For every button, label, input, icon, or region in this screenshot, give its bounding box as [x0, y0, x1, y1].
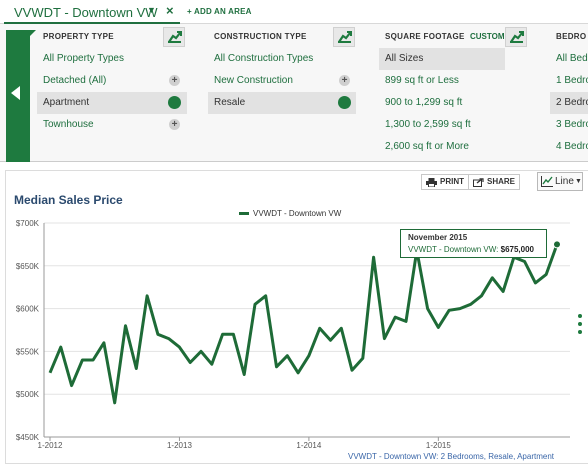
- y-tick-label: $650K: [16, 262, 40, 271]
- filter-option-bedrooms[interactable]: 3 Bedro: [550, 114, 588, 136]
- filter-option-property-type[interactable]: Townhouse: [37, 114, 187, 136]
- share-label: SHARE: [487, 177, 516, 186]
- more-options-icon[interactable]: [578, 314, 582, 338]
- plus-icon[interactable]: +: [169, 75, 180, 86]
- filter-option-label: All Sizes: [385, 53, 424, 64]
- x-tick-label: 1-2015: [426, 441, 451, 450]
- filter-option-label: 1,300 to 2,599 sq ft: [385, 119, 471, 130]
- bedrooms-heading: BEDRO: [556, 32, 587, 41]
- print-button[interactable]: PRINT: [421, 174, 469, 190]
- legend-label: VVWDT - Downtown VW: [253, 209, 342, 218]
- data-point: [553, 240, 561, 249]
- close-icon[interactable]: ×: [166, 3, 174, 18]
- filter-option-bedrooms[interactable]: All Bedro: [550, 48, 588, 70]
- filter-option-label: 2 Bedro: [556, 97, 588, 108]
- tooltip-title: November 2015: [408, 233, 468, 242]
- filter-option-label: Townhouse: [43, 119, 94, 130]
- chart-title: Median Sales Price: [14, 193, 123, 207]
- selected-dot-icon[interactable]: [168, 96, 181, 109]
- filter-option-square-footage[interactable]: 2,600 sq ft or More: [379, 136, 505, 158]
- filter-option-property-type[interactable]: Apartment: [37, 92, 187, 114]
- filter-option-square-footage[interactable]: 899 sq ft or Less: [379, 70, 505, 92]
- square-footage-heading: SQUARE FOOTAGE: [385, 32, 465, 41]
- construction-type-share-button[interactable]: [333, 27, 355, 47]
- y-tick-label: $700K: [16, 219, 40, 228]
- plus-icon[interactable]: +: [339, 75, 350, 86]
- property-type-heading: PROPERTY TYPE: [43, 32, 114, 41]
- line-chart-icon: [541, 176, 553, 187]
- filter-option-construction-type[interactable]: New Construction: [208, 70, 356, 92]
- filter-option-label: All Bedro: [556, 53, 588, 64]
- printer-icon: [426, 178, 437, 187]
- area-tab[interactable]: VVWDT - Downtown VW ▼ ×: [4, 0, 180, 24]
- filter-option-label: 900 to 1,299 sq ft: [385, 97, 463, 108]
- tooltip-value: $675,000: [500, 245, 534, 254]
- filter-option-label: New Construction: [214, 75, 293, 86]
- custom-size-link[interactable]: CUSTOM: [470, 32, 505, 41]
- chevron-down-icon[interactable]: ▼: [147, 5, 156, 15]
- filter-option-label: 1 Bedro: [556, 75, 588, 86]
- filter-option-square-footage[interactable]: 900 to 1,299 sq ft: [379, 92, 505, 114]
- chart-card: [5, 170, 588, 464]
- chart-type-label: Line: [555, 176, 574, 187]
- filter-option-label: Apartment: [43, 97, 90, 108]
- chevron-down-icon: ▼: [575, 178, 582, 185]
- share-arrow-icon: [510, 31, 524, 43]
- filter-option-label: All Property Types: [43, 53, 124, 64]
- filter-option-label: 899 sq ft or Less: [385, 75, 459, 86]
- x-tick-label: 1-2012: [38, 441, 63, 450]
- property-type-share-button[interactable]: [163, 27, 185, 47]
- print-label: PRINT: [440, 177, 464, 186]
- series-line: [48, 243, 559, 405]
- plus-icon[interactable]: +: [169, 119, 180, 130]
- filter-option-label: 2,600 sq ft or More: [385, 141, 469, 152]
- share-arrow-icon: [338, 31, 352, 43]
- chart-legend[interactable]: VVWDT - Downtown VW: [239, 209, 341, 218]
- selected-dot-icon[interactable]: [338, 96, 351, 109]
- filter-option-property-type[interactable]: Detached (All): [37, 70, 187, 92]
- share-button[interactable]: SHARE: [468, 174, 521, 190]
- y-tick-label: $600K: [16, 305, 40, 314]
- strip-corner: [30, 30, 36, 36]
- filter-option-label: 4 Bedro: [556, 141, 588, 152]
- filter-option-property-type[interactable]: All Property Types: [37, 48, 187, 70]
- filter-panel: PROPERTY TYPE All Property Types Detached…: [0, 24, 588, 162]
- chevron-left-icon: [11, 86, 20, 100]
- share-arrow-icon: [168, 31, 182, 43]
- filter-option-label: Detached (All): [43, 75, 107, 86]
- square-footage-share-button[interactable]: [505, 27, 527, 47]
- filter-option-label: 3 Bedro: [556, 119, 588, 130]
- filter-option-square-footage[interactable]: All Sizes: [379, 48, 505, 70]
- area-tab-title[interactable]: VVWDT - Downtown VW: [14, 5, 158, 20]
- construction-type-heading: CONSTRUCTION TYPE: [214, 32, 307, 41]
- add-area-button[interactable]: + ADD AN AREA: [187, 7, 252, 16]
- x-tick-label: 1-2014: [296, 441, 321, 450]
- filter-option-square-footage[interactable]: 1,300 to 2,599 sq ft: [379, 114, 505, 136]
- filter-option-construction-type[interactable]: All Construction Types: [208, 48, 356, 70]
- chart-tooltip: November 2015 VVWDT - Downtown VW: $675,…: [400, 229, 547, 258]
- tooltip-series-name: VVWDT - Downtown VW:: [408, 245, 499, 254]
- y-tick-label: $500K: [16, 390, 40, 399]
- filter-option-label: All Construction Types: [214, 53, 314, 64]
- chart-footnote: VVWDT - Downtown VW: 2 Bedrooms, Resale,…: [348, 452, 555, 461]
- filter-option-label: Resale: [214, 97, 246, 108]
- filter-option-bedrooms[interactable]: 4 Bedro: [550, 136, 588, 158]
- filter-option-construction-type[interactable]: Resale: [208, 92, 356, 114]
- x-tick-label: 1-2013: [167, 441, 192, 450]
- y-tick-label: $450K: [16, 433, 40, 442]
- legend-swatch: [239, 212, 249, 216]
- filter-option-bedrooms[interactable]: 1 Bedro: [550, 70, 588, 92]
- y-tick-label: $550K: [16, 347, 40, 356]
- area-tab-bar: VVWDT - Downtown VW ▼ × + ADD AN AREA: [0, 0, 588, 24]
- tooltip-line: VVWDT - Downtown VW: $675,000: [408, 245, 539, 254]
- share-icon: [473, 178, 484, 187]
- collapse-filters-button[interactable]: [6, 30, 30, 162]
- filter-option-bedrooms[interactable]: 2 Bedro: [550, 92, 588, 114]
- chart-type-select[interactable]: Line ▼: [537, 172, 583, 191]
